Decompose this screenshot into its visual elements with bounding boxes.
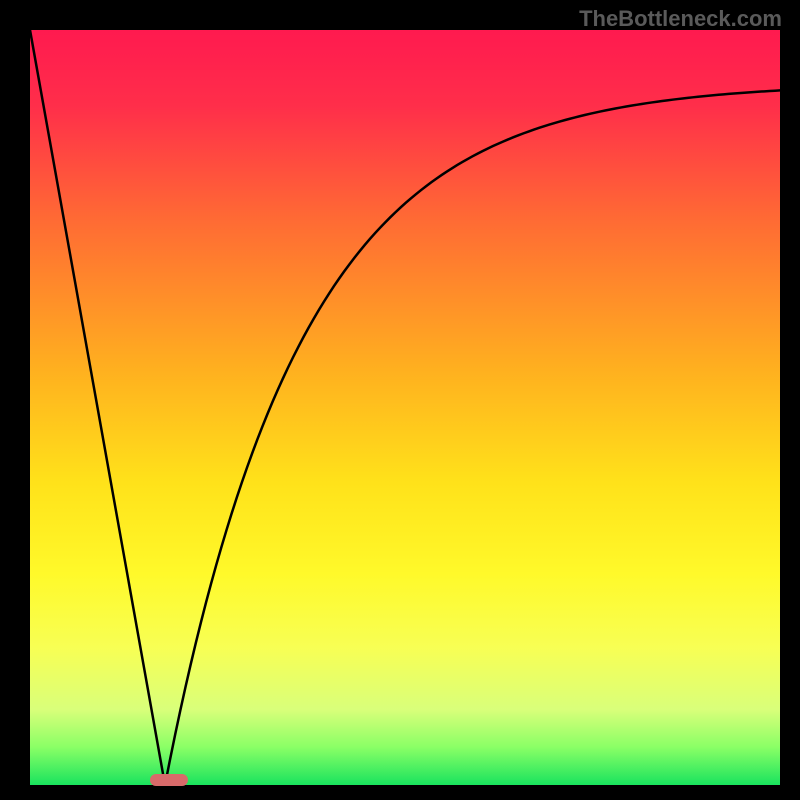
optimum-marker <box>150 774 188 786</box>
gradient-plot-area <box>30 30 780 785</box>
watermark-text: TheBottleneck.com <box>579 6 782 32</box>
